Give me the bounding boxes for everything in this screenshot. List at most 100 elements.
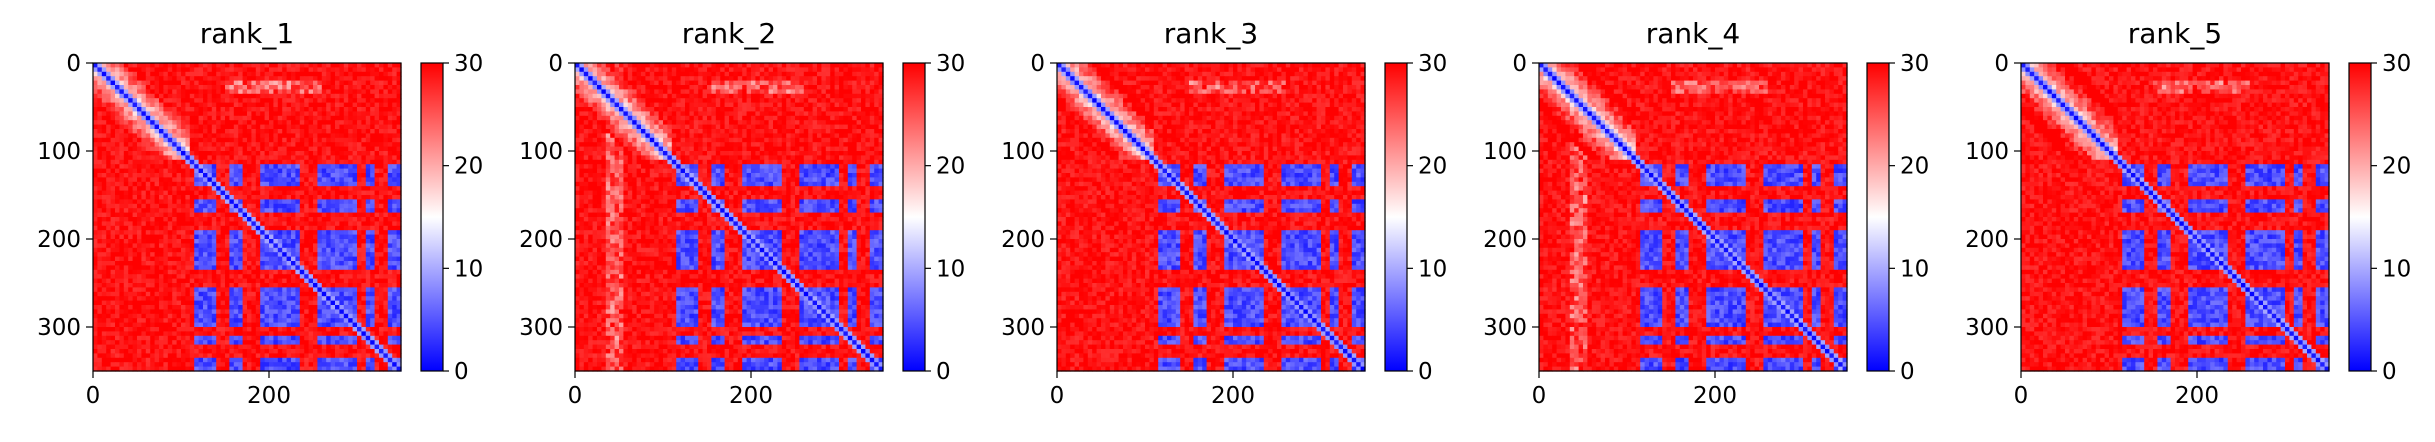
heatmap-cell — [163, 221, 168, 226]
heatmap-cell — [379, 270, 384, 275]
heatmap-cell — [344, 199, 349, 204]
heatmap-cell — [335, 292, 340, 297]
heatmap-cell — [181, 67, 186, 72]
heatmap-cell — [273, 67, 278, 72]
heatmap-cell — [159, 129, 164, 134]
heatmap-cell — [150, 301, 155, 306]
heatmap-cell — [133, 261, 138, 266]
heatmap-cell — [265, 349, 270, 354]
heatmap-cell — [238, 191, 243, 196]
heatmap-cell — [322, 217, 327, 222]
heatmap-cell — [326, 182, 331, 187]
heatmap-cell — [141, 296, 146, 301]
heatmap-cell — [361, 301, 366, 306]
heatmap-cell — [243, 133, 248, 138]
heatmap-cell — [295, 336, 300, 341]
heatmap-cell — [265, 226, 270, 231]
heatmap-cell — [331, 243, 336, 248]
heatmap-cell — [339, 261, 344, 266]
heatmap-cell — [392, 89, 397, 94]
heatmap-cell — [221, 358, 226, 363]
heatmap-cell — [194, 186, 199, 191]
heatmap-cell — [383, 94, 388, 99]
heatmap-cell — [309, 173, 314, 178]
heatmap-cell — [185, 81, 190, 86]
heatmap-cell — [300, 182, 305, 187]
heatmap-cell — [225, 85, 230, 90]
heatmap-cell — [177, 323, 182, 328]
heatmap-cell — [273, 63, 278, 68]
heatmap-cell — [331, 94, 336, 99]
heatmap-cell — [256, 345, 261, 350]
heatmap-cell — [322, 270, 327, 275]
heatmap-cell — [203, 226, 208, 231]
heatmap-cell — [278, 173, 283, 178]
heatmap-cell — [265, 195, 270, 200]
heatmap-cell — [295, 217, 300, 222]
heatmap-cell — [93, 265, 98, 270]
heatmap-cell — [388, 116, 393, 121]
heatmap-cell — [159, 217, 164, 222]
heatmap-cell — [146, 208, 151, 213]
heatmap-cell — [317, 327, 322, 332]
heatmap-cell — [287, 239, 292, 244]
heatmap-cell — [295, 235, 300, 240]
heatmap-cell — [225, 107, 230, 112]
heatmap-cell — [309, 270, 314, 275]
heatmap-cell — [291, 336, 296, 341]
heatmap-cell — [694, 63, 699, 68]
heatmap-cell — [295, 265, 300, 270]
heatmap-cell — [97, 155, 102, 160]
heatmap-cell — [137, 235, 142, 240]
heatmap-cell — [150, 349, 155, 354]
heatmap-cell — [291, 314, 296, 319]
heatmap-cell — [207, 323, 212, 328]
heatmap-cell — [287, 72, 292, 77]
heatmap-cell — [124, 362, 129, 367]
heatmap-cell — [317, 217, 322, 222]
heatmap-cell — [251, 129, 256, 134]
heatmap-cell — [344, 182, 349, 187]
heatmap-cell — [361, 76, 366, 81]
heatmap-cell — [212, 287, 217, 292]
heatmap-cell — [190, 230, 195, 235]
heatmap-cell — [388, 213, 393, 218]
heatmap-cell — [304, 305, 309, 310]
heatmap-cell — [185, 155, 190, 160]
heatmap-cell — [313, 274, 318, 279]
heatmap-cell — [331, 270, 336, 275]
heatmap-cell — [229, 340, 234, 345]
heatmap-cell — [229, 120, 234, 125]
heatmap-cell — [344, 226, 349, 231]
heatmap-cell — [383, 195, 388, 200]
heatmap-cell — [190, 323, 195, 328]
heatmap-cell — [326, 103, 331, 108]
heatmap-cell — [317, 257, 322, 262]
heatmap-cell — [181, 111, 186, 116]
heatmap-cell — [212, 81, 217, 86]
heatmap-cell — [146, 199, 151, 204]
heatmap-cell — [172, 252, 177, 257]
heatmap-cell — [163, 287, 168, 292]
heatmap-cell — [300, 129, 305, 134]
heatmap-cell — [159, 169, 164, 174]
heatmap-cell — [137, 243, 142, 248]
heatmap-cell — [282, 133, 287, 138]
heatmap-cell — [251, 195, 256, 200]
heatmap-cell — [234, 301, 239, 306]
heatmap-cell — [194, 327, 199, 332]
heatmap-cell — [97, 142, 102, 147]
heatmap-cell — [159, 230, 164, 235]
heatmap-cell — [313, 151, 318, 156]
heatmap-cell — [273, 270, 278, 275]
heatmap-cell — [199, 283, 204, 288]
heatmap-cell — [229, 195, 234, 200]
heatmap-cell — [207, 107, 212, 112]
heatmap-cell — [282, 120, 287, 125]
heatmap-cell — [247, 340, 252, 345]
heatmap-cell — [216, 151, 221, 156]
heatmap-cell — [225, 323, 230, 328]
heatmap-cell — [163, 274, 168, 279]
heatmap-cell — [256, 116, 261, 121]
heatmap-cell — [287, 270, 292, 275]
